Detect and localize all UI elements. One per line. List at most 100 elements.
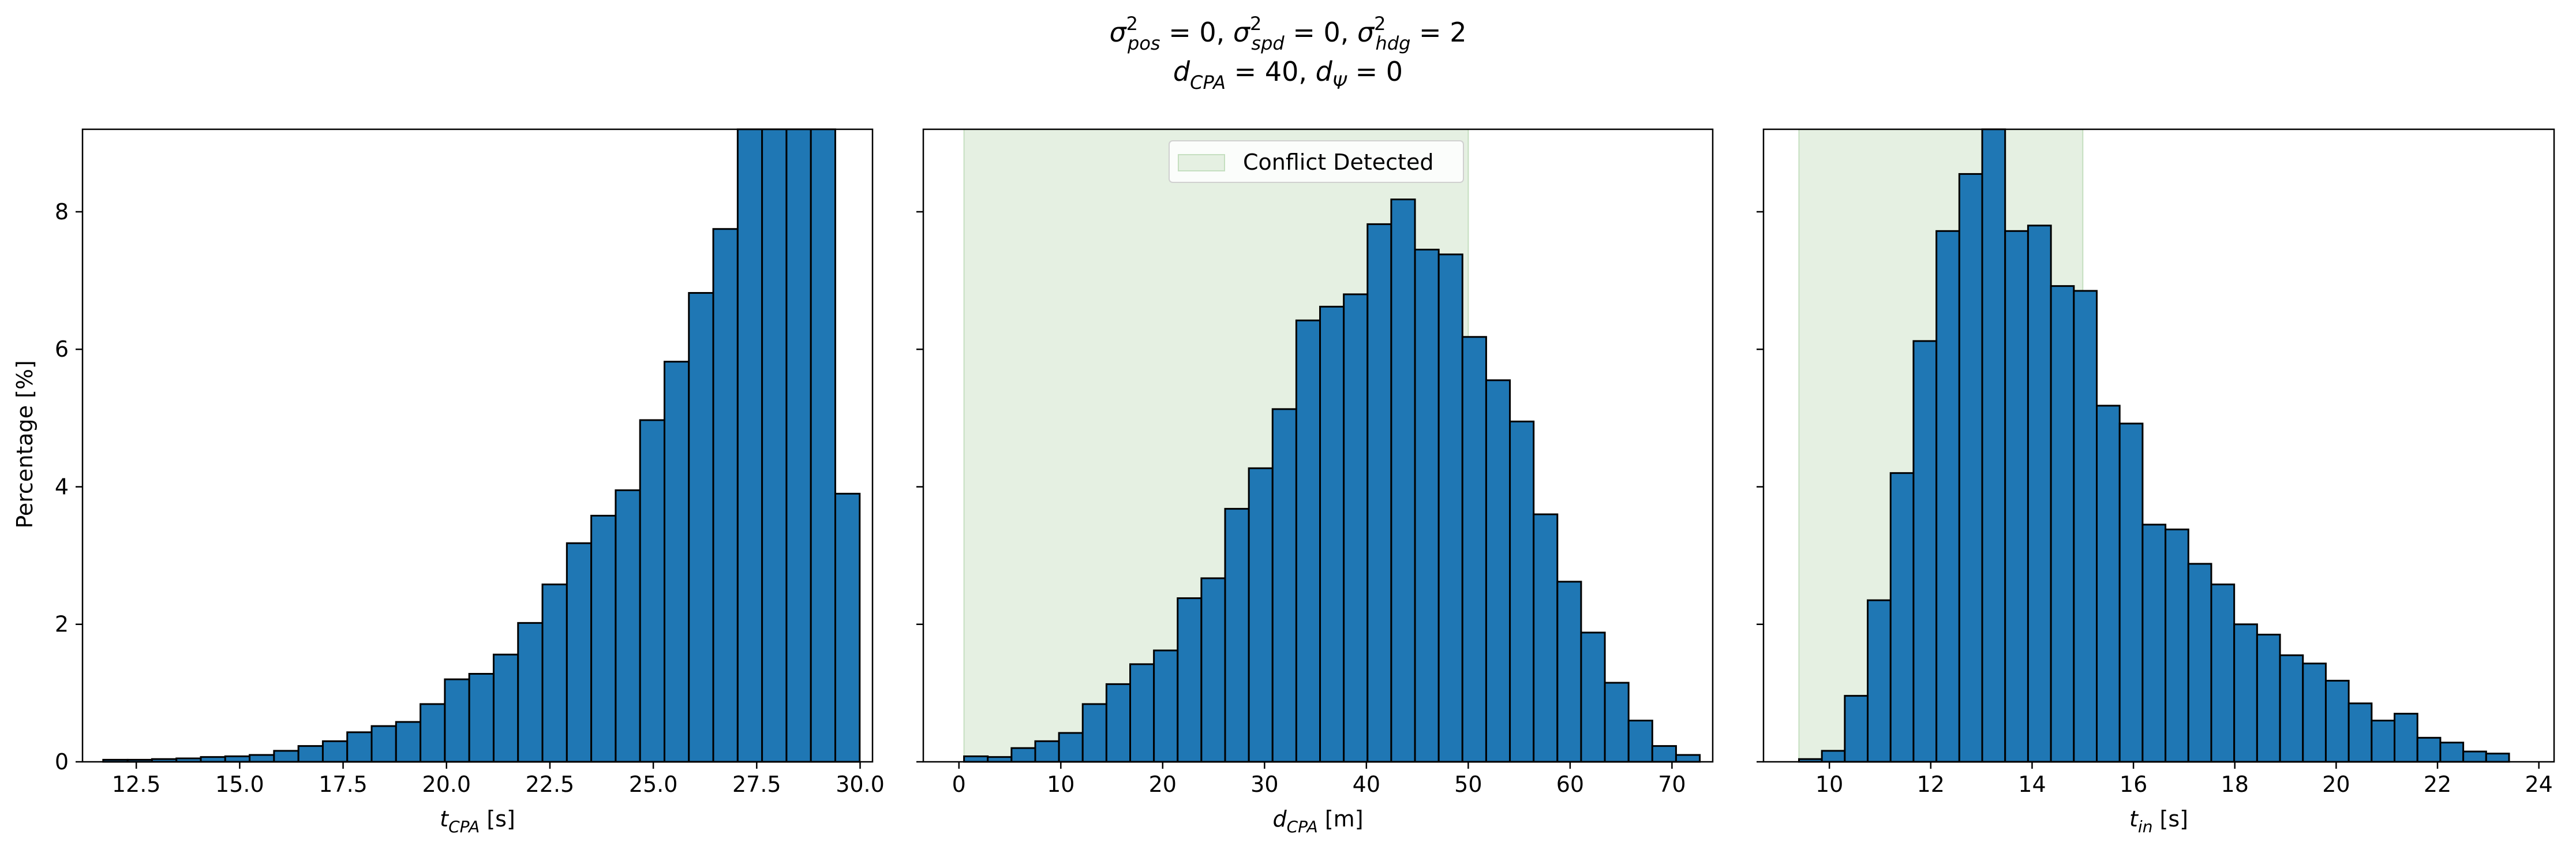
x-tick-label: 22.5: [526, 772, 575, 797]
y-tick-label: 2: [55, 612, 69, 637]
y-tick-label: 0: [55, 749, 69, 775]
axes-frame: [81, 128, 874, 763]
x-tick-label: 25.0: [629, 772, 678, 797]
x-tick-label: 18: [2221, 772, 2249, 797]
histogram-panel-3: 10 12 14 16 18 20 22 24 tin [s]: [1757, 128, 2555, 836]
bar: [1129, 663, 1155, 763]
bar: [736, 128, 763, 763]
bar: [1390, 199, 1416, 763]
bar: [785, 128, 812, 763]
x-tick-label: 12.5: [112, 772, 161, 797]
x-tick-label: 30: [1250, 772, 1278, 797]
bar: [1844, 695, 1869, 763]
bar: [1981, 128, 2006, 763]
bar: [590, 515, 617, 763]
bar: [1200, 577, 1226, 763]
histogram-panel-2: 0 10 20 30 40 50 60 70 dCPA [m] Conflict Detected: [916, 128, 1714, 836]
bar: [2279, 654, 2304, 763]
bar: [1437, 253, 1463, 763]
bar: [1556, 581, 1582, 763]
bar: [1935, 230, 1960, 763]
bar: [297, 745, 324, 763]
bar: [2118, 422, 2144, 763]
bar: [2050, 285, 2075, 763]
bar: [1604, 682, 1630, 763]
x-tick-label: 16: [2120, 772, 2147, 797]
bar: [1248, 467, 1274, 763]
bar: [1177, 597, 1203, 763]
x-tick-label: 0: [952, 772, 966, 797]
bar: [224, 755, 251, 763]
bar: [492, 653, 519, 763]
axes-frame: [1762, 128, 2555, 763]
bar: [1533, 513, 1559, 763]
x-axis-label: dCPA [m]: [1272, 806, 1363, 836]
histogram-panel-1: 12.5 15.0 17.5 20.0 22.5 25.0 27.5 30.0 0 2 4 6 8 tCP…: [55, 128, 885, 836]
bar: [1627, 720, 1653, 763]
x-tick-label: 24: [2525, 772, 2552, 797]
bar: [663, 361, 690, 763]
bar: [1867, 599, 1892, 763]
bar: [688, 292, 714, 763]
x-tick-label: 20: [2322, 772, 2350, 797]
x-tick-label: 17.5: [319, 772, 368, 797]
bar: [1034, 740, 1060, 763]
bar: [1580, 631, 1606, 763]
bar: [2439, 742, 2465, 763]
bar: [761, 128, 788, 763]
bar: [273, 750, 299, 763]
x-tick-label: 20: [1149, 772, 1177, 797]
bar: [468, 673, 495, 763]
x-tick-label: 20.0: [422, 772, 471, 797]
bar: [2302, 663, 2327, 763]
bar: [2256, 634, 2281, 763]
bar: [200, 756, 226, 763]
x-tick-label: 50: [1454, 772, 1482, 797]
x-tick-label: 10: [1047, 772, 1074, 797]
bar: [321, 740, 349, 763]
x-axis-label: tin [s]: [2129, 806, 2188, 836]
y-tick-label: 6: [55, 336, 69, 362]
bar: [2210, 583, 2236, 763]
bar: [2096, 405, 2121, 763]
bar: [1485, 379, 1511, 763]
bar: [2004, 230, 2029, 763]
y-tick-label: 4: [55, 474, 69, 499]
bar: [712, 228, 739, 763]
bar: [1105, 683, 1132, 763]
bar: [1319, 305, 1345, 763]
bar: [1675, 754, 1701, 763]
figure-title-line1: σ2 pos = 0, σ2 spd = 0, σ2 hdg = 2: [1110, 13, 1467, 54]
bar: [2187, 563, 2212, 763]
bar: [566, 542, 593, 763]
bar: [2073, 290, 2098, 763]
x-tick-label: 14: [2018, 772, 2046, 797]
bar: [2394, 713, 2418, 763]
bar: [395, 721, 422, 763]
bar: [2324, 679, 2350, 763]
bar: [1414, 248, 1440, 763]
bar: [1651, 745, 1677, 763]
bar: [963, 755, 989, 763]
bar: [2462, 750, 2487, 763]
x-tick-label: 22: [2424, 772, 2451, 797]
bar: [1461, 336, 1487, 763]
bar: [810, 128, 836, 763]
bar: [249, 754, 275, 763]
bar: [1509, 420, 1535, 763]
bar: [420, 703, 446, 763]
bar: [615, 489, 641, 763]
bar: [834, 492, 861, 763]
legend-label: Conflict Detected: [1243, 149, 1433, 175]
bar: [2347, 702, 2373, 763]
bar: [1081, 703, 1107, 763]
y-axis-label: Percentage [%]: [12, 360, 38, 529]
bar: [346, 731, 373, 763]
bar: [1366, 223, 1392, 763]
bar: [370, 725, 397, 763]
bar: [1295, 319, 1321, 763]
x-tick-label: 70: [1658, 772, 1686, 797]
bar: [1153, 649, 1179, 763]
bar: [2233, 623, 2258, 763]
bar: [2485, 753, 2510, 763]
